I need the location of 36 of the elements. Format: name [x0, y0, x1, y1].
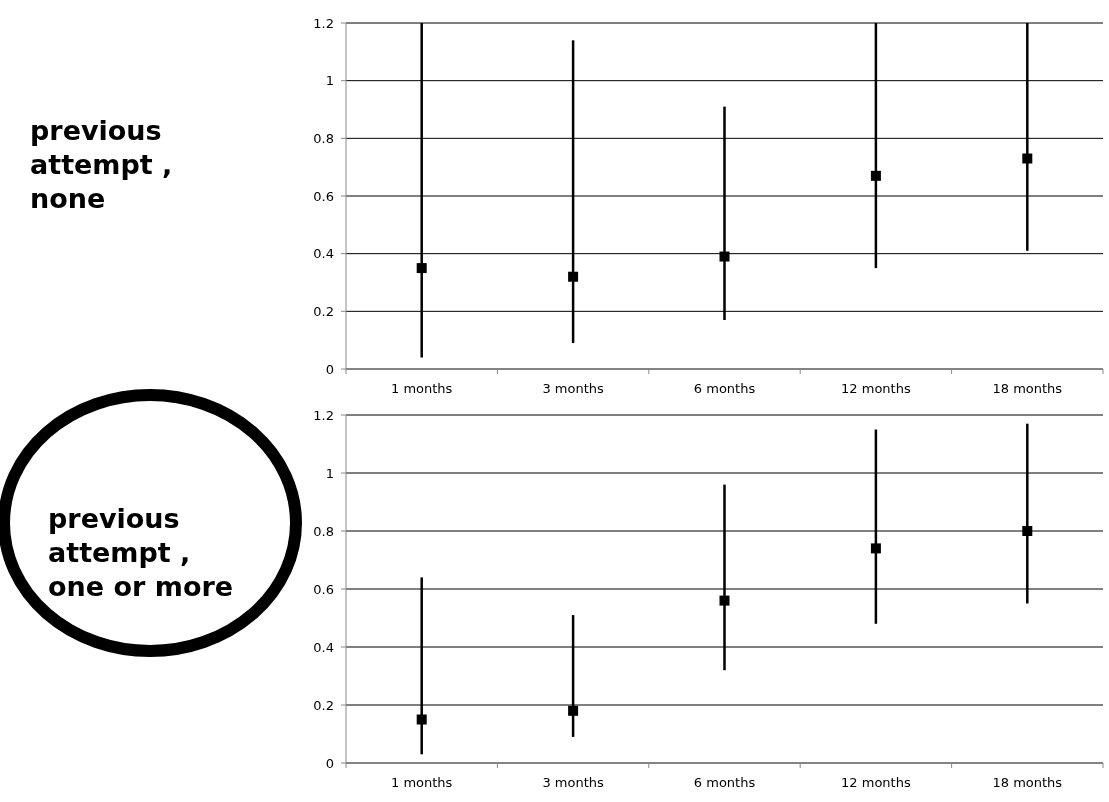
y-tick-label: 0.2 [313, 303, 334, 319]
y-tick-label: 0.8 [313, 523, 334, 539]
y-tick-label: 1.2 [313, 15, 334, 31]
x-tick-label: 6 months [693, 381, 756, 396]
text: previous attempt , one or more [48, 503, 234, 602]
y-tick-label: 0.4 [313, 246, 334, 262]
x-tick-label: 18 months [992, 775, 1063, 790]
text: previous attempt , none [30, 115, 173, 214]
point [719, 595, 730, 606]
x-tick-label: 1 months [391, 775, 453, 790]
x-tick-label: 6 months [693, 775, 756, 790]
y-tick-label: 0.6 [313, 188, 334, 204]
point [870, 543, 881, 554]
point [1022, 526, 1033, 536]
y-tick-label: 0.8 [313, 130, 334, 146]
y-tick-label: 1 [325, 73, 334, 89]
point [416, 714, 427, 725]
y-tick-label: 0 [325, 755, 334, 771]
point [568, 271, 579, 282]
x-tick-label: 1 months [391, 381, 453, 396]
y-tick-label: 0.4 [313, 639, 334, 655]
point [568, 705, 579, 716]
x-tick-label: 12 months [841, 381, 911, 396]
y-tick-label: 0 [325, 361, 334, 377]
y-tick-label: 1.2 [313, 407, 334, 423]
point [870, 170, 881, 181]
x-tick-label: 12 months [841, 775, 911, 790]
y-tick-label: 0.2 [313, 697, 334, 713]
y-tick-label: 0.6 [313, 581, 334, 597]
x-tick-label: 3 months [542, 381, 605, 396]
point [719, 251, 730, 262]
x-tick-label: 18 months [992, 381, 1063, 396]
x-tick-label: 3 months [542, 775, 605, 790]
point [416, 263, 427, 274]
y-tick-label: 1 [325, 465, 334, 481]
point [1022, 153, 1033, 164]
